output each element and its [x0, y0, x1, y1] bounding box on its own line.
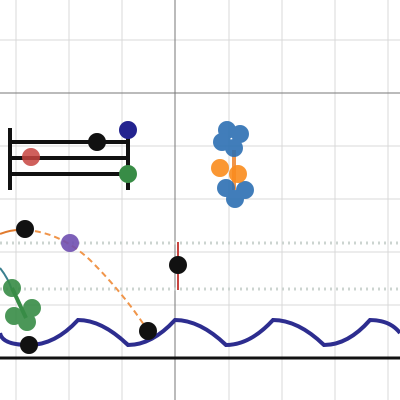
- parabola-dashed: [24, 229, 149, 332]
- orange-cluster: [211, 159, 247, 183]
- point: [22, 148, 40, 166]
- green-cluster: [3, 279, 41, 331]
- point: [88, 133, 106, 151]
- point: [16, 220, 34, 238]
- sine-curve: [0, 317, 400, 348]
- point: [169, 256, 187, 274]
- blue-cluster: [213, 121, 254, 208]
- point: [23, 299, 41, 317]
- point: [20, 336, 38, 354]
- point: [119, 121, 137, 139]
- point: [226, 190, 244, 208]
- point: [61, 234, 79, 252]
- point: [225, 139, 243, 157]
- point: [3, 279, 21, 297]
- point: [119, 165, 137, 183]
- point: [18, 313, 36, 331]
- point: [229, 165, 247, 183]
- point: [139, 322, 157, 340]
- point: [231, 125, 249, 143]
- point: [211, 159, 229, 177]
